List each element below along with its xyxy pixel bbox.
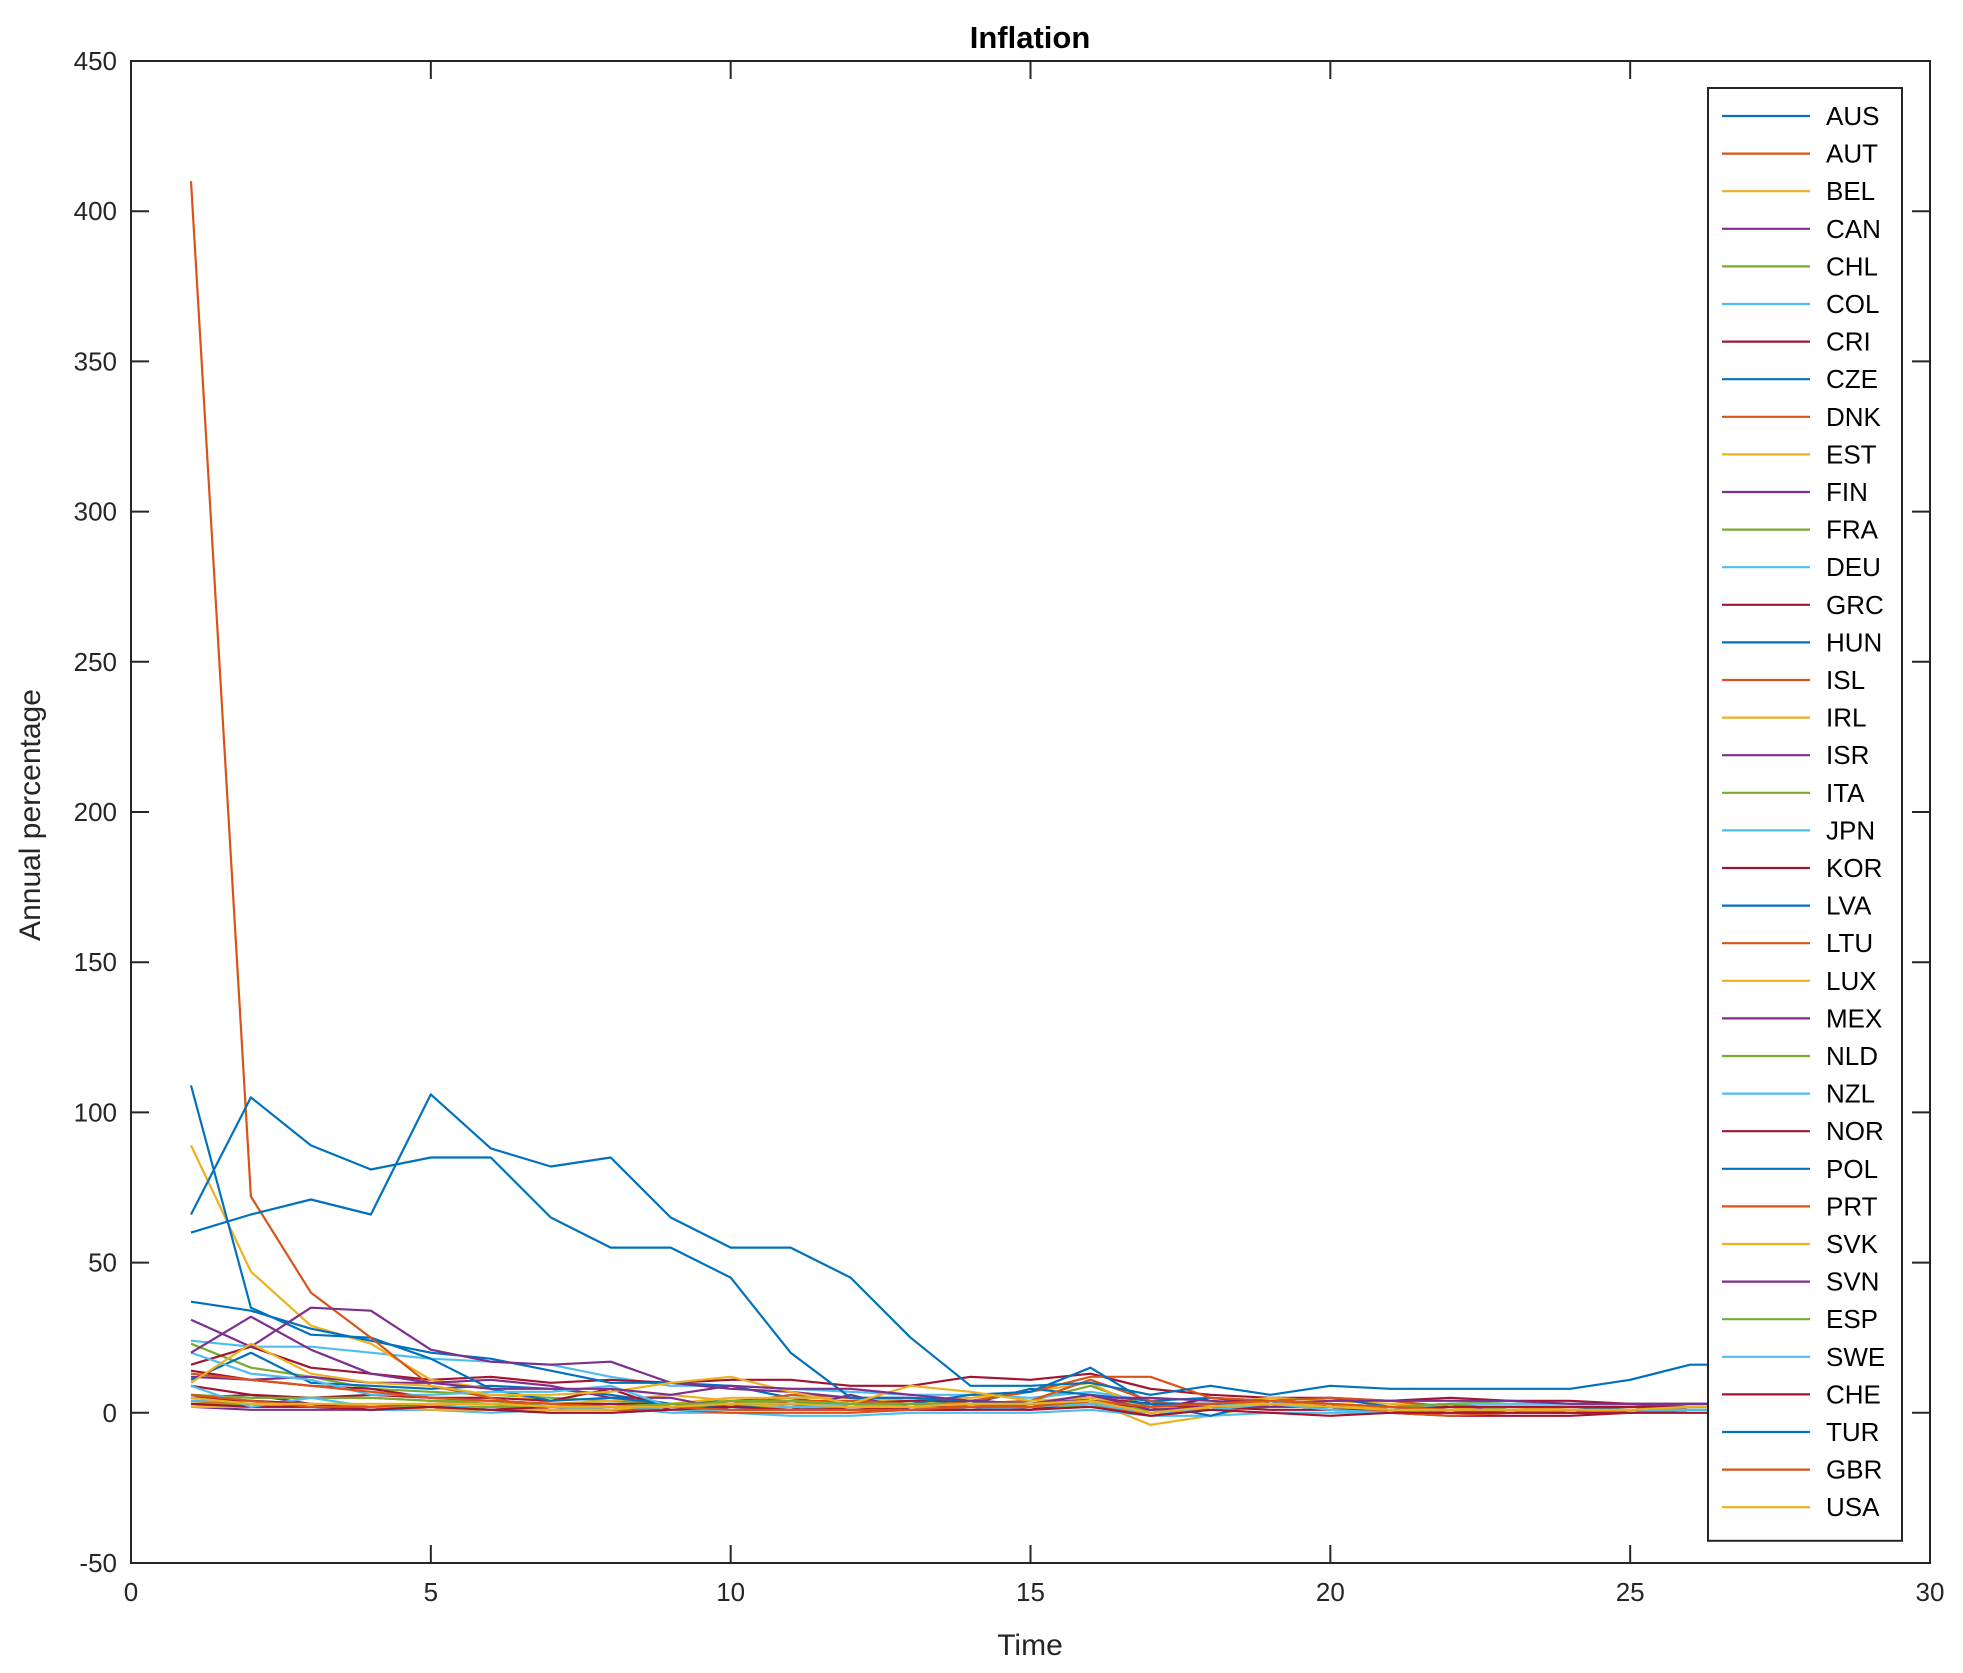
legend-label-can: CAN: [1826, 214, 1881, 244]
y-tick-label: 300: [74, 497, 117, 527]
legend-label-deu: DEU: [1826, 552, 1881, 582]
legend: AUS AUT BEL CAN CHL COL CRI CZE DNK EST FIN FRA DEU G…: [1707, 87, 1903, 1542]
y-tick-label: 100: [74, 1097, 117, 1127]
legend-label-mex: MEX: [1826, 1003, 1882, 1033]
y-tick-label: -50: [79, 1548, 117, 1578]
legend-label-che: CHE: [1826, 1379, 1881, 1409]
x-tick-label: 15: [1016, 1577, 1045, 1607]
legend-label-svk: SVK: [1826, 1229, 1879, 1259]
legend-label-cri: CRI: [1826, 327, 1871, 357]
legend-label-dnk: DNK: [1826, 402, 1882, 432]
x-tick-label: 30: [1916, 1577, 1945, 1607]
legend-label-aut: AUT: [1826, 139, 1878, 169]
y-tick-label: 450: [74, 46, 117, 76]
legend-label-lux: LUX: [1826, 966, 1877, 996]
series-line-che: [190, 1396, 1870, 1417]
y-axis-label: Annual percentage: [14, 689, 47, 941]
y-tick-label: 250: [74, 647, 117, 677]
y-tick-label: 400: [74, 196, 117, 226]
legend-label-tur: TUR: [1826, 1417, 1879, 1447]
x-tick-label: 10: [716, 1577, 745, 1607]
legend-label-prt: PRT: [1826, 1191, 1878, 1221]
legend-label-nor: NOR: [1826, 1116, 1884, 1146]
series-line-tur: [190, 1093, 1870, 1396]
ticks-layer: 0 5 10 15 20 25 30-500501001502002503003504004…: [74, 46, 1945, 1607]
legend-label-ltu: LTU: [1826, 928, 1873, 958]
legend-label-grc: GRC: [1826, 590, 1884, 620]
legend-label-bel: BEL: [1826, 176, 1875, 206]
legend-label-isl: ISL: [1826, 665, 1865, 695]
legend-box: [1707, 87, 1903, 1542]
legend-label-cze: CZE: [1826, 364, 1878, 394]
legend-label-lva: LVA: [1826, 891, 1872, 921]
x-tick-label: 20: [1316, 1577, 1345, 1607]
legend-label-isr: ISR: [1826, 740, 1869, 770]
legend-label-fra: FRA: [1826, 515, 1879, 545]
legend-label-svn: SVN: [1826, 1267, 1879, 1297]
legend-label-gbr: GBR: [1826, 1455, 1882, 1485]
x-tick-label: 0: [124, 1577, 138, 1607]
legend-label-swe: SWE: [1826, 1342, 1885, 1372]
x-tick-label: 25: [1616, 1577, 1645, 1607]
legend-label-irl: IRL: [1826, 703, 1866, 733]
legend-label-nld: NLD: [1826, 1041, 1878, 1071]
legend-label-jpn: JPN: [1826, 815, 1875, 845]
y-tick-label: 200: [74, 797, 117, 827]
legend-label-nzl: NZL: [1826, 1079, 1875, 1109]
legend-label-fin: FIN: [1826, 477, 1868, 507]
legend-label-col: COL: [1826, 289, 1879, 319]
legend-label-usa: USA: [1826, 1492, 1880, 1522]
legend-label-kor: KOR: [1826, 853, 1882, 883]
legend-label-est: EST: [1826, 439, 1877, 469]
legend-label-chl: CHL: [1826, 251, 1878, 281]
y-tick-label: 350: [74, 346, 117, 376]
x-axis-label: Time: [997, 1629, 1063, 1662]
legend-label-pol: POL: [1826, 1154, 1878, 1184]
legend-label-hun: HUN: [1826, 627, 1882, 657]
y-tick-label: 0: [103, 1398, 117, 1428]
series-layer: [189, 181, 1870, 1426]
y-tick-label: 50: [88, 1248, 117, 1278]
legend-label-ita: ITA: [1826, 778, 1865, 808]
y-tick-label: 150: [74, 947, 117, 977]
series-line-usa: [190, 1396, 1870, 1414]
legend-label-esp: ESP: [1826, 1304, 1878, 1334]
legend-label-aus: AUS: [1826, 101, 1879, 131]
x-tick-label: 5: [424, 1577, 438, 1607]
chart-title: Inflation: [970, 20, 1091, 55]
